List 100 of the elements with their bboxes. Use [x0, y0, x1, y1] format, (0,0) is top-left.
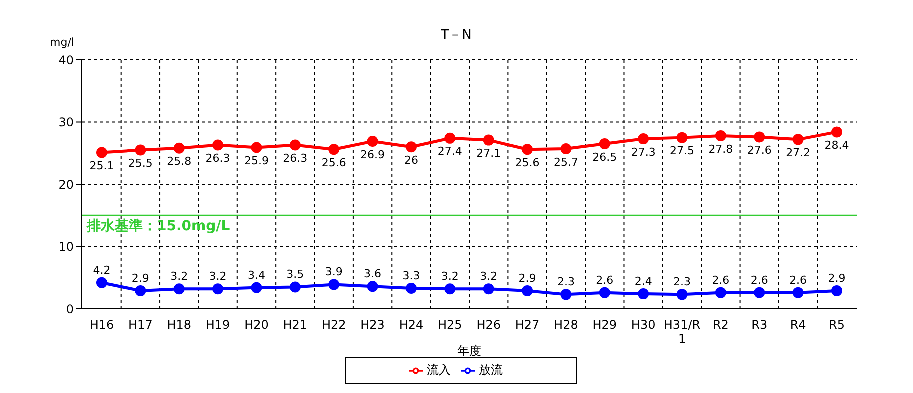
x-tick-label: H16: [90, 318, 114, 332]
data-label: 3.2: [209, 270, 227, 284]
data-label: 25.5: [128, 157, 153, 170]
x-tick-label: H28: [554, 318, 578, 332]
point: [444, 284, 456, 295]
legend-label: 流入: [427, 363, 451, 377]
data-label: 2.3: [674, 276, 692, 289]
point: [96, 147, 108, 158]
point: [367, 136, 378, 148]
x-tick-label: H31/R1: [664, 318, 701, 346]
data-label: 3.2: [441, 270, 459, 284]
x-tick-label: H24: [399, 318, 424, 332]
data-label: 27.6: [747, 144, 772, 157]
point: [754, 287, 766, 298]
data-label: 27.1: [476, 147, 502, 160]
data-label: 2.9: [828, 272, 846, 285]
y-axis-title: mg/l: [50, 36, 74, 49]
data-label: 3.9: [325, 266, 343, 279]
data-label: 27.3: [631, 146, 656, 159]
data-label: 26: [404, 154, 418, 167]
point: [522, 144, 534, 156]
point: [96, 277, 108, 288]
point: [754, 132, 766, 143]
point: [638, 288, 650, 300]
point: [406, 142, 417, 153]
x-tick-label: H20: [244, 318, 269, 332]
data-label: 28.4: [824, 139, 850, 152]
data-label: 2.9: [132, 272, 150, 285]
data-label: 2.6: [596, 274, 614, 287]
point: [290, 140, 301, 151]
point: [676, 289, 688, 300]
data-label: 25.9: [244, 154, 269, 168]
y-tick-label: 40: [58, 53, 74, 68]
y-tick-label: 30: [58, 116, 74, 130]
point: [406, 282, 417, 294]
point: [135, 144, 146, 156]
data-label: 3.3: [402, 269, 420, 282]
x-tick-label: R5: [829, 318, 845, 332]
y-tick-label: 10: [58, 240, 74, 254]
data-label: 27.5: [670, 144, 695, 158]
legend-label: 放流: [479, 363, 503, 377]
point: [599, 287, 610, 298]
x-tick-label: H18: [167, 318, 192, 332]
data-label: 27.8: [708, 142, 734, 156]
data-label: 26.9: [360, 148, 386, 162]
x-tick-label: H26: [476, 318, 501, 332]
point: [251, 282, 262, 294]
point: [328, 279, 340, 290]
point: [792, 287, 804, 298]
x-tick-label: H30: [631, 318, 656, 332]
point: [483, 134, 494, 146]
point: [135, 285, 146, 296]
point: [715, 130, 726, 142]
point: [367, 281, 378, 292]
x-tick-label: R2: [712, 318, 729, 332]
point: [290, 282, 301, 293]
x-tick-label: H23: [360, 318, 385, 332]
x-tick-label: H29: [592, 318, 618, 332]
data-label: 26.3: [283, 152, 308, 166]
x-tick-label: H17: [128, 318, 153, 332]
data-label: 25.8: [167, 155, 192, 168]
y-tick-label: 0: [66, 302, 74, 316]
data-label: 2.4: [634, 275, 652, 288]
data-label: 25.6: [322, 156, 346, 170]
y-tick-label: 20: [58, 178, 74, 192]
point: [560, 289, 572, 300]
data-label: 3.2: [480, 270, 498, 284]
point: [832, 126, 842, 138]
point: [599, 138, 610, 150]
point: [444, 132, 456, 144]
ref-line-label: 排水基準：15.0mg/L: [86, 218, 230, 235]
data-label: 2.9: [518, 272, 536, 285]
point: [212, 140, 224, 151]
point: [174, 284, 185, 295]
point: [560, 144, 572, 155]
data-label: 3.6: [364, 268, 382, 281]
data-label: 3.2: [170, 270, 188, 284]
chart-title: T－N: [441, 28, 472, 43]
data-label: 2.3: [557, 276, 575, 289]
data-label: 2.6: [790, 274, 808, 287]
data-label: 25.7: [554, 156, 578, 169]
x-tick-label: H21: [283, 318, 308, 332]
x-tick-label: H25: [438, 318, 462, 332]
data-label: 3.4: [248, 268, 266, 282]
point: [792, 134, 804, 146]
data-label: 2.6: [750, 274, 768, 287]
point: [328, 144, 340, 156]
data-label: 25.1: [90, 160, 114, 173]
x-axis-title: 年度: [458, 344, 482, 358]
x-tick-label: H22: [322, 318, 346, 332]
point: [522, 285, 534, 296]
point: [676, 132, 688, 144]
data-label: 2.6: [712, 274, 730, 287]
data-label: 27.4: [438, 145, 462, 158]
point: [832, 285, 842, 296]
point: [212, 284, 224, 295]
x-tick-label: H27: [515, 318, 540, 332]
data-label: 25.6: [515, 156, 540, 170]
point: [715, 287, 726, 298]
data-label: 3.5: [286, 268, 304, 282]
